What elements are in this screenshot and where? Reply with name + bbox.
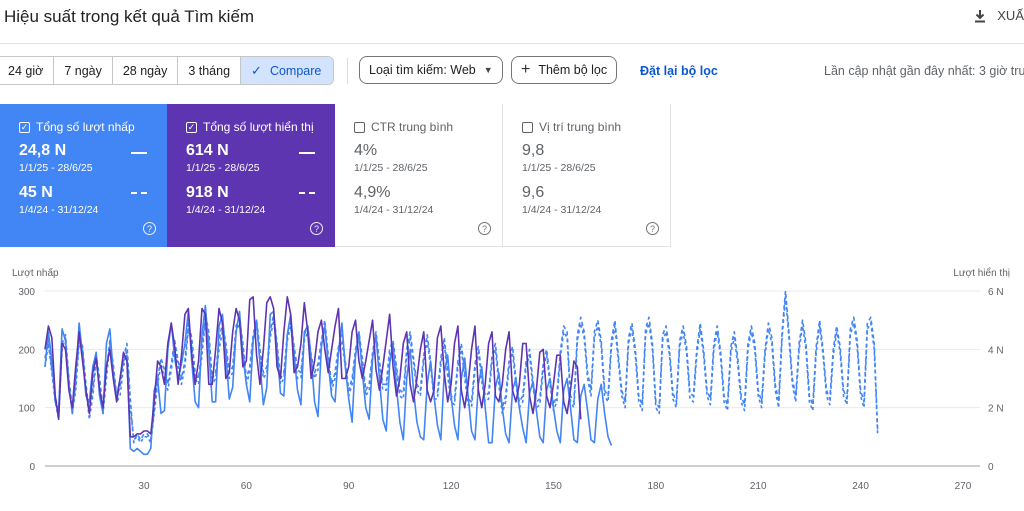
previous-range: 1/4/24 - 31/12/24 xyxy=(522,204,602,216)
impressions-current-line xyxy=(44,296,582,438)
x-tick-label: 210 xyxy=(750,481,767,492)
card-header: ✓ Tổng số lượt nhấp xyxy=(19,120,167,134)
search-type-label: Loại tìm kiếm: Web xyxy=(369,63,476,77)
range-28d[interactable]: 28 ngày xyxy=(112,57,179,84)
plus-icon: + xyxy=(521,61,531,78)
metric-card-impressions[interactable]: ✓ Tổng số lượt hiển thị 614 N 1/1/25 - 2… xyxy=(167,104,335,247)
card-header: CTR trung bình xyxy=(354,120,502,134)
range-24h[interactable]: 24 giờ xyxy=(0,57,55,84)
y-tick-label: 300 xyxy=(18,287,35,298)
help-icon[interactable]: ? xyxy=(310,222,323,235)
current-value: 4% xyxy=(354,142,378,159)
checkbox-unchecked-icon[interactable] xyxy=(522,121,533,133)
add-filter-button[interactable]: + Thêm bộ lọc xyxy=(511,56,618,84)
y2-tick-label: 6 N xyxy=(988,287,1004,298)
export-button[interactable]: XUẤ xyxy=(973,8,1024,23)
current-value: 24,8 N xyxy=(19,142,67,159)
x-tick-label: 60 xyxy=(241,481,253,492)
current-range: 1/1/25 - 28/6/25 xyxy=(186,162,260,174)
solid-line-legend-icon xyxy=(299,152,315,154)
current-range: 1/1/25 - 28/6/25 xyxy=(19,162,93,174)
previous-range: 1/4/24 - 31/12/24 xyxy=(19,204,99,216)
previous-value: 45 N xyxy=(19,184,53,201)
current-value: 9,8 xyxy=(522,142,545,159)
page-header: Hiệu suất trong kết quả Tìm kiếm XUẤ xyxy=(0,0,1024,44)
card-title: Tổng số lượt nhấp xyxy=(36,120,135,134)
dashed-line-legend-icon xyxy=(131,192,147,194)
reset-filter-link[interactable]: Đặt lại bộ lọc xyxy=(640,64,718,78)
range-3m[interactable]: 3 tháng xyxy=(178,57,242,84)
y-axis-title-right: Lượt hiển thị xyxy=(953,268,1010,279)
y-tick-label: 0 xyxy=(29,462,35,473)
last-updated-text: Lần cập nhật gần đây nhất: 3 giờ trư xyxy=(824,64,1024,78)
x-tick-label: 270 xyxy=(955,481,972,492)
help-icon[interactable]: ? xyxy=(646,222,659,235)
y-tick-label: 100 xyxy=(18,404,35,415)
solid-line-legend-icon xyxy=(131,152,147,154)
metric-card-clicks[interactable]: ✓ Tổng số lượt nhấp 24,8 N 1/1/25 - 28/6… xyxy=(0,104,167,247)
card-header: Vị trí trung bình xyxy=(522,120,670,134)
metric-card-ctr[interactable]: CTR trung bình 4% 1/1/25 - 28/6/25 4,9% … xyxy=(335,104,503,247)
checkbox-unchecked-icon[interactable] xyxy=(354,121,365,133)
impressions-previous-line xyxy=(44,296,879,444)
check-icon: ✓ xyxy=(251,62,262,78)
x-tick-label: 90 xyxy=(343,481,355,492)
add-filter-label: Thêm bộ lọc xyxy=(538,63,608,77)
y2-tick-label: 0 xyxy=(988,462,994,473)
checkbox-checked-icon[interactable]: ✓ xyxy=(186,121,197,133)
current-range: 1/1/25 - 28/6/25 xyxy=(522,162,596,174)
card-title: Vị trí trung bình xyxy=(539,120,622,134)
x-tick-label: 180 xyxy=(647,481,664,492)
metric-cards: ✓ Tổng số lượt nhấp 24,8 N 1/1/25 - 28/6… xyxy=(0,104,671,247)
previous-value: 918 N xyxy=(186,184,229,201)
performance-chart: Lượt nhấp Lượt hiển thị 0 0 100 2 N 200 4 N 30… xyxy=(0,262,1024,511)
previous-value: 4,9% xyxy=(354,184,391,201)
y-axis-title-left: Lượt nhấp xyxy=(12,268,59,279)
help-icon[interactable]: ? xyxy=(143,222,156,235)
x-tick-label: 150 xyxy=(545,481,562,492)
search-type-dropdown[interactable]: Loại tìm kiếm: Web ▼ xyxy=(359,56,503,84)
export-label: XUẤ xyxy=(997,8,1024,23)
checkbox-checked-icon[interactable]: ✓ xyxy=(19,121,30,133)
y-tick-label: 200 xyxy=(18,345,35,356)
card-title: Tổng số lượt hiển thị xyxy=(203,120,314,134)
previous-value: 9,6 xyxy=(522,184,545,201)
metric-card-position[interactable]: Vị trí trung bình 9,8 1/1/25 - 28/6/25 9… xyxy=(503,104,671,247)
clicks-previous-line xyxy=(44,290,879,444)
page-title: Hiệu suất trong kết quả Tìm kiếm xyxy=(4,7,255,26)
clicks-current-line xyxy=(44,304,613,456)
card-header: ✓ Tổng số lượt hiển thị xyxy=(186,120,335,134)
x-tick-label: 30 xyxy=(138,481,150,492)
y2-tick-label: 4 N xyxy=(988,345,1004,356)
card-title: CTR trung bình xyxy=(371,120,454,134)
date-range-selector: 24 giờ 7 ngày 28 ngày 3 tháng ✓ Compare xyxy=(0,56,335,85)
filter-toolbar: 24 giờ 7 ngày 28 ngày 3 tháng ✓ Compare … xyxy=(0,56,1024,86)
previous-range: 1/4/24 - 31/12/24 xyxy=(354,204,434,216)
download-icon xyxy=(975,9,986,22)
caret-down-icon: ▼ xyxy=(483,65,493,75)
y2-tick-label: 2 N xyxy=(988,404,1004,415)
x-tick-label: 240 xyxy=(852,481,869,492)
range-7d[interactable]: 7 ngày xyxy=(54,57,113,84)
current-value: 614 N xyxy=(186,142,229,159)
dashed-line-legend-icon xyxy=(299,192,315,194)
x-tick-label: 120 xyxy=(443,481,460,492)
previous-range: 1/4/24 - 31/12/24 xyxy=(186,204,266,216)
help-icon[interactable]: ? xyxy=(478,222,491,235)
range-compare-label: Compare xyxy=(269,63,322,78)
current-range: 1/1/25 - 28/6/25 xyxy=(354,162,428,174)
range-compare[interactable]: ✓ Compare xyxy=(241,57,334,84)
line-chart[interactable]: 0 0 100 2 N 200 4 N 300 6 N 30 60 90 120 150 180 210 24… xyxy=(0,262,1024,511)
toolbar-divider xyxy=(347,58,348,84)
